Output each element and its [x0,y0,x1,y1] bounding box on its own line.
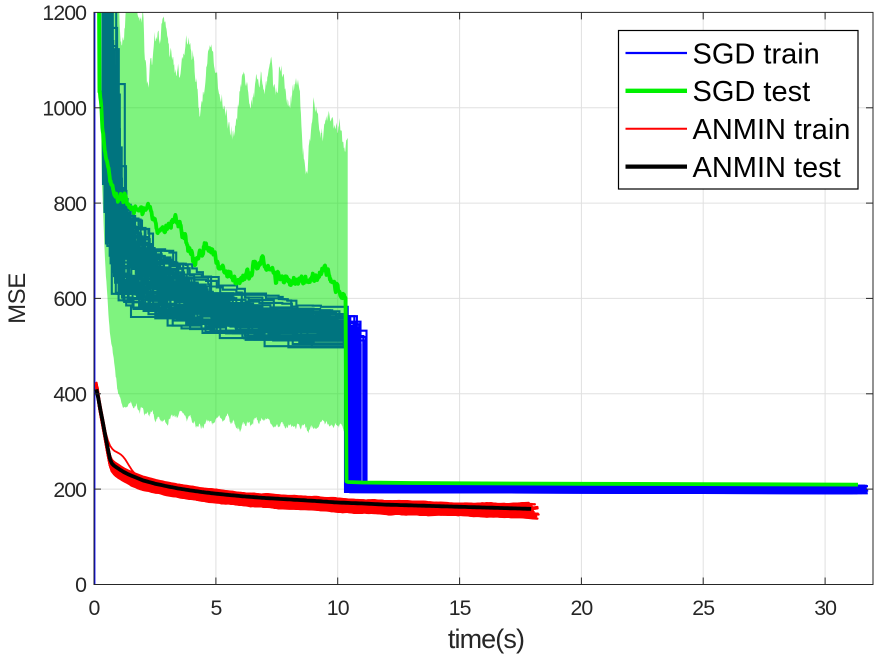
svg-text:15: 15 [449,596,471,620]
svg-text:600: 600 [53,287,87,311]
svg-text:0: 0 [75,573,87,597]
svg-text:25: 25 [692,596,714,620]
svg-text:ANMIN test: ANMIN test [693,152,841,184]
svg-text:200: 200 [53,478,87,502]
svg-text:1200: 1200 [42,1,87,25]
svg-text:0: 0 [89,596,101,620]
svg-text:ANMIN train: ANMIN train [693,114,851,146]
svg-text:30: 30 [814,596,837,620]
svg-text:time(s): time(s) [448,624,524,654]
svg-text:MSE: MSE [4,273,31,324]
svg-text:SGD train: SGD train [693,38,820,70]
svg-text:800: 800 [53,192,87,216]
svg-text:400: 400 [53,383,87,407]
svg-text:SGD test: SGD test [693,76,811,108]
svg-text:20: 20 [571,596,594,620]
svg-text:10: 10 [327,596,350,620]
svg-text:1000: 1000 [42,97,87,121]
svg-text:5: 5 [210,596,221,620]
